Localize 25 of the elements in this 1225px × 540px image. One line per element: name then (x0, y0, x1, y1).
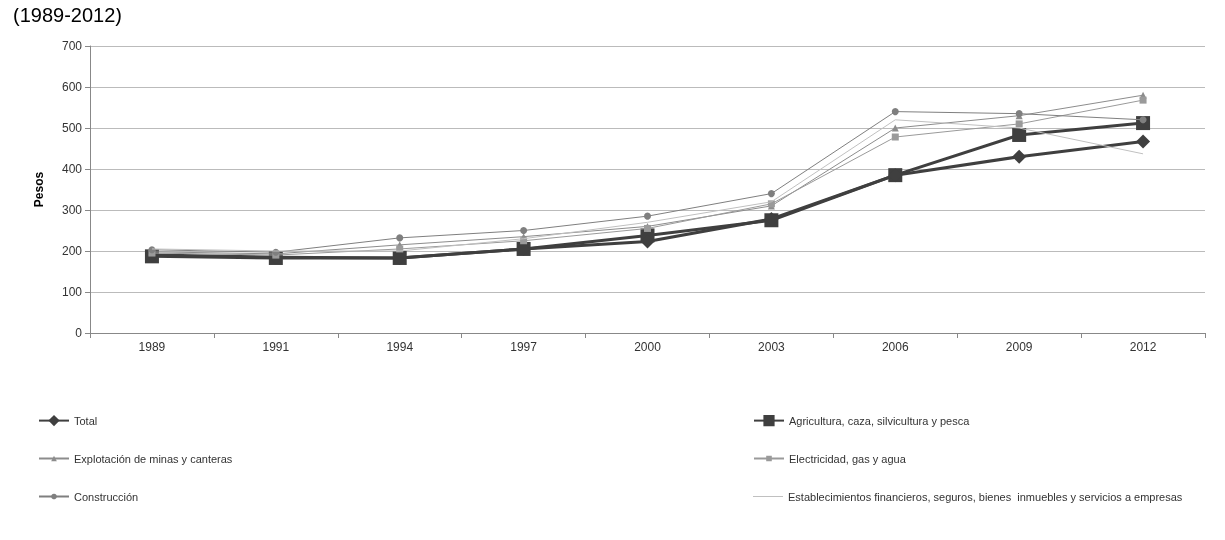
x-tick-label: 1997 (510, 340, 538, 354)
legend-label: Explotación de minas y canteras (74, 452, 233, 465)
chart-title: (1989-2012) (13, 4, 122, 26)
x-tick-label: 2006 (881, 340, 909, 354)
x-tick-label: 2003 (758, 340, 786, 354)
x-tick-label: 2012 (1129, 340, 1157, 354)
legend-label: Electricidad, gas y agua (789, 452, 907, 465)
legend-label: Total (74, 414, 98, 427)
y-tick-label: 0 (75, 326, 83, 340)
legend-label: Establecimientos financieros, seguros, bienes inmuebles y servicios a empresas (788, 490, 1183, 503)
y-tick-label: 300 (61, 203, 83, 217)
x-tick-label: 1991 (262, 340, 290, 354)
legend-label: Agricultura, caza, silvicultura y pesca (789, 414, 971, 427)
x-tick-label: 1989 (138, 340, 166, 354)
y-tick-label: 400 (61, 162, 83, 176)
y-axis-title: Pesos (32, 171, 46, 208)
x-tick-label: 2000 (634, 340, 662, 354)
y-tick-label: 200 (61, 244, 83, 258)
y-tick-label: 600 (61, 80, 83, 94)
legend-label: Construcción (74, 490, 139, 503)
y-tick-label: 100 (61, 285, 83, 299)
x-tick-label: 2009 (1005, 340, 1033, 354)
x-tick-label: 1994 (386, 340, 414, 354)
y-tick-label: 700 (61, 39, 83, 53)
y-tick-label: 500 (61, 121, 83, 135)
